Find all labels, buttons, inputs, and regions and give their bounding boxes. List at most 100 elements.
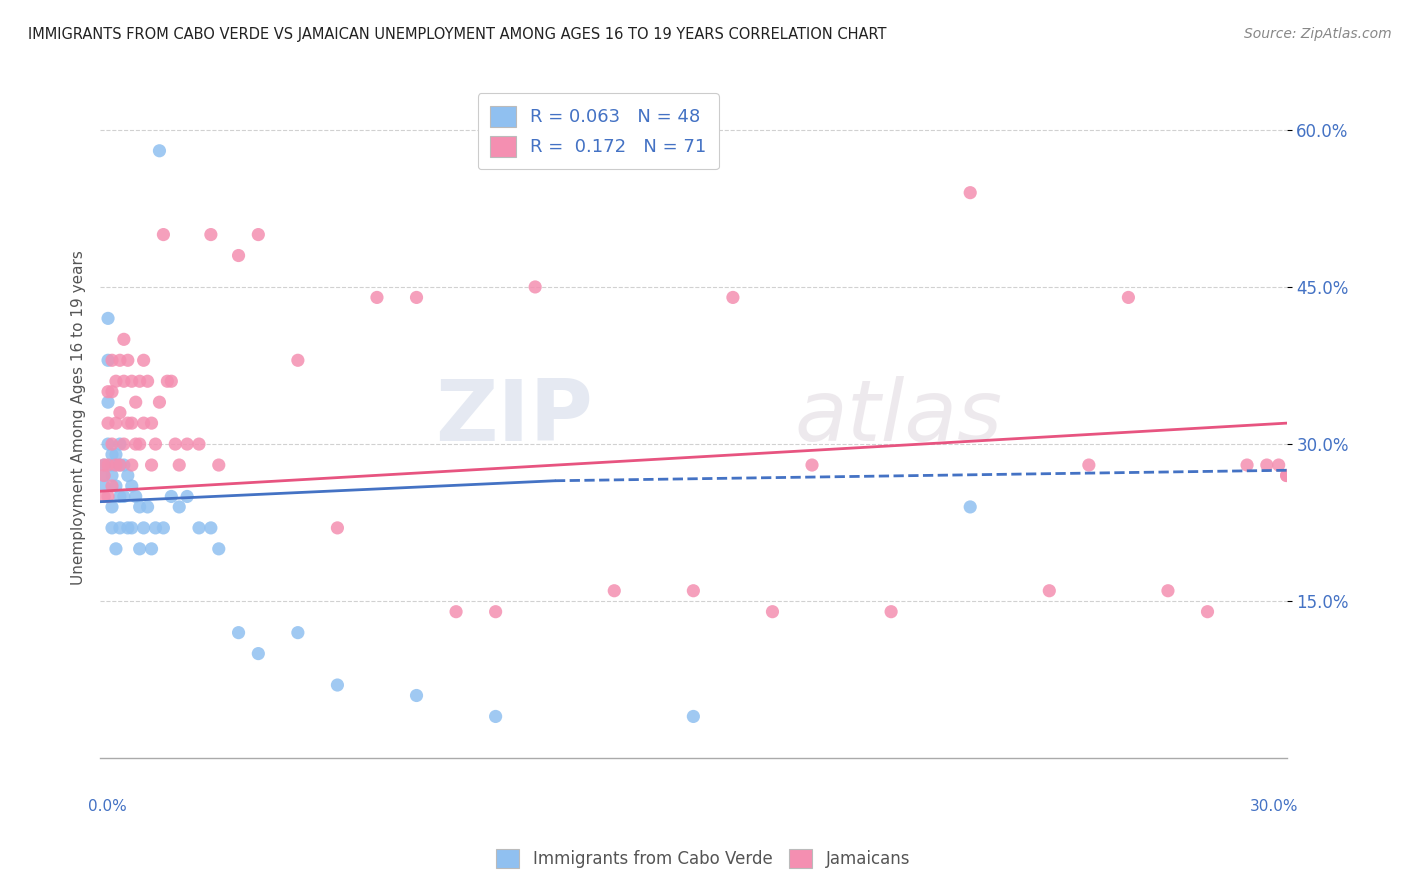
Point xyxy=(93,458,115,472)
Point xyxy=(145,521,167,535)
Point xyxy=(524,280,547,294)
Point xyxy=(104,416,127,430)
Legend: R = 0.063   N = 48, R =  0.172   N = 71: R = 0.063 N = 48, R = 0.172 N = 71 xyxy=(478,94,718,169)
Point xyxy=(152,521,174,535)
Point xyxy=(200,521,222,535)
Point xyxy=(93,468,115,483)
Point xyxy=(101,437,124,451)
Point xyxy=(101,353,124,368)
Point xyxy=(287,353,309,368)
Point xyxy=(128,374,150,388)
Point xyxy=(101,521,124,535)
Point xyxy=(721,290,744,304)
Point xyxy=(1275,468,1298,483)
Point xyxy=(200,227,222,242)
Point xyxy=(247,227,270,242)
Point xyxy=(112,437,135,451)
Point xyxy=(148,395,170,409)
Point xyxy=(148,144,170,158)
Point xyxy=(97,416,120,430)
Point xyxy=(444,605,467,619)
Point xyxy=(682,709,704,723)
Point xyxy=(603,583,626,598)
Point xyxy=(108,490,131,504)
Point xyxy=(167,500,190,514)
Point xyxy=(101,384,124,399)
Point xyxy=(97,458,120,472)
Point xyxy=(104,374,127,388)
Point xyxy=(93,490,115,504)
Point xyxy=(959,500,981,514)
Point xyxy=(121,416,143,430)
Point xyxy=(132,521,155,535)
Point xyxy=(165,437,187,451)
Point xyxy=(108,458,131,472)
Point xyxy=(117,468,139,483)
Point xyxy=(97,490,120,504)
Point xyxy=(156,374,179,388)
Point xyxy=(167,458,190,472)
Point xyxy=(485,709,508,723)
Point xyxy=(208,458,231,472)
Point xyxy=(208,541,231,556)
Point xyxy=(1118,290,1140,304)
Point xyxy=(108,353,131,368)
Text: atlas: atlas xyxy=(794,376,1002,459)
Point xyxy=(160,374,183,388)
Point xyxy=(1038,583,1060,598)
Point xyxy=(112,374,135,388)
Point xyxy=(366,290,388,304)
Point xyxy=(1236,458,1258,472)
Point xyxy=(959,186,981,200)
Point xyxy=(141,458,163,472)
Point xyxy=(682,583,704,598)
Point xyxy=(247,647,270,661)
Point xyxy=(108,521,131,535)
Point xyxy=(1077,458,1099,472)
Point xyxy=(176,437,198,451)
Point xyxy=(121,458,143,472)
Point xyxy=(104,479,127,493)
Point xyxy=(880,605,903,619)
Point xyxy=(128,437,150,451)
Point xyxy=(101,479,124,493)
Point xyxy=(101,448,124,462)
Point xyxy=(104,448,127,462)
Point xyxy=(188,521,211,535)
Text: Source: ZipAtlas.com: Source: ZipAtlas.com xyxy=(1244,27,1392,41)
Point xyxy=(1256,458,1278,472)
Text: 0.0%: 0.0% xyxy=(89,799,127,814)
Point xyxy=(117,521,139,535)
Point xyxy=(93,458,115,472)
Point xyxy=(152,227,174,242)
Point xyxy=(97,437,120,451)
Text: 30.0%: 30.0% xyxy=(1250,799,1299,814)
Point xyxy=(93,479,115,493)
Point xyxy=(801,458,824,472)
Point xyxy=(761,605,783,619)
Text: IMMIGRANTS FROM CABO VERDE VS JAMAICAN UNEMPLOYMENT AMONG AGES 16 TO 19 YEARS CO: IMMIGRANTS FROM CABO VERDE VS JAMAICAN U… xyxy=(28,27,887,42)
Point xyxy=(136,500,159,514)
Point xyxy=(145,437,167,451)
Point xyxy=(125,437,148,451)
Point xyxy=(287,625,309,640)
Point xyxy=(176,490,198,504)
Point xyxy=(125,395,148,409)
Point xyxy=(97,395,120,409)
Point xyxy=(97,353,120,368)
Point xyxy=(104,541,127,556)
Point xyxy=(160,490,183,504)
Point xyxy=(125,490,148,504)
Point xyxy=(141,416,163,430)
Point xyxy=(117,353,139,368)
Point xyxy=(121,374,143,388)
Point xyxy=(405,290,427,304)
Point xyxy=(188,437,211,451)
Point xyxy=(108,437,131,451)
Point xyxy=(1267,458,1289,472)
Point xyxy=(1197,605,1219,619)
Point xyxy=(128,541,150,556)
Point xyxy=(101,468,124,483)
Point xyxy=(405,689,427,703)
Point xyxy=(228,625,250,640)
